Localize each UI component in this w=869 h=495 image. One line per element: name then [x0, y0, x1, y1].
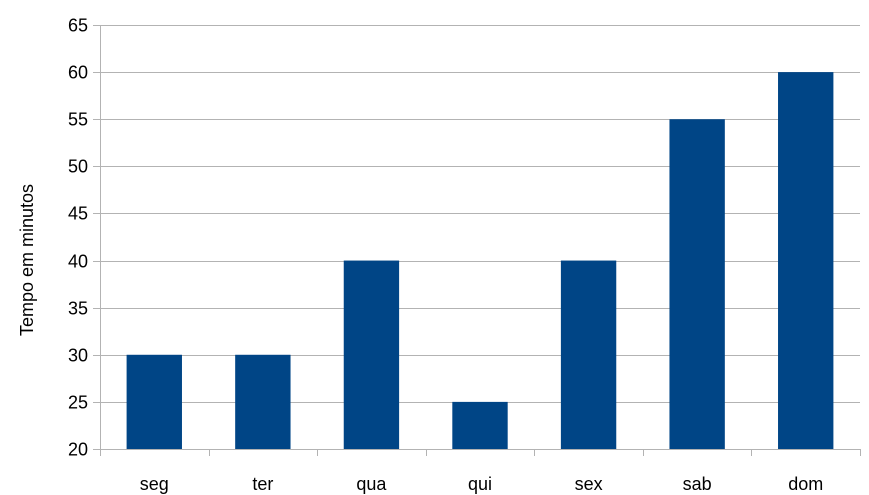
- gridlines: [100, 25, 860, 403]
- y-axis-label: Tempo em minutos: [17, 184, 37, 336]
- y-tick-label: 55: [68, 110, 88, 130]
- bar: [452, 401, 508, 449]
- bars: [126, 72, 834, 449]
- y-tick-label: 65: [68, 16, 88, 36]
- y-tick-label: 45: [68, 204, 88, 224]
- x-tick-label: dom: [788, 474, 823, 494]
- y-tick-label: 30: [68, 346, 88, 366]
- bar: [778, 72, 834, 449]
- bar: [126, 354, 182, 449]
- y-tick-label: 40: [68, 252, 88, 272]
- y-tick-labels: 20 25 30 35 40 45 50 55 60 65: [68, 16, 88, 460]
- x-tick-label: sab: [683, 474, 712, 494]
- y-tick-label: 20: [68, 440, 88, 460]
- y-tick-label: 60: [68, 63, 88, 83]
- bar: [669, 119, 725, 449]
- x-tick-label: seg: [140, 474, 169, 494]
- x-tick-label: sex: [575, 474, 603, 494]
- bar: [343, 260, 400, 449]
- x-tick-label: qui: [468, 474, 492, 494]
- x-tick-label: ter: [252, 474, 273, 494]
- axes: [93, 25, 861, 456]
- x-tick-labels: seg ter qua qui sex sab dom: [140, 474, 823, 494]
- y-tick-label: 50: [68, 157, 88, 177]
- bar: [560, 260, 617, 449]
- y-tick-label: 25: [68, 393, 88, 413]
- bar: [235, 354, 291, 449]
- x-tick-label: qua: [356, 474, 387, 494]
- y-tick-label: 35: [68, 299, 88, 319]
